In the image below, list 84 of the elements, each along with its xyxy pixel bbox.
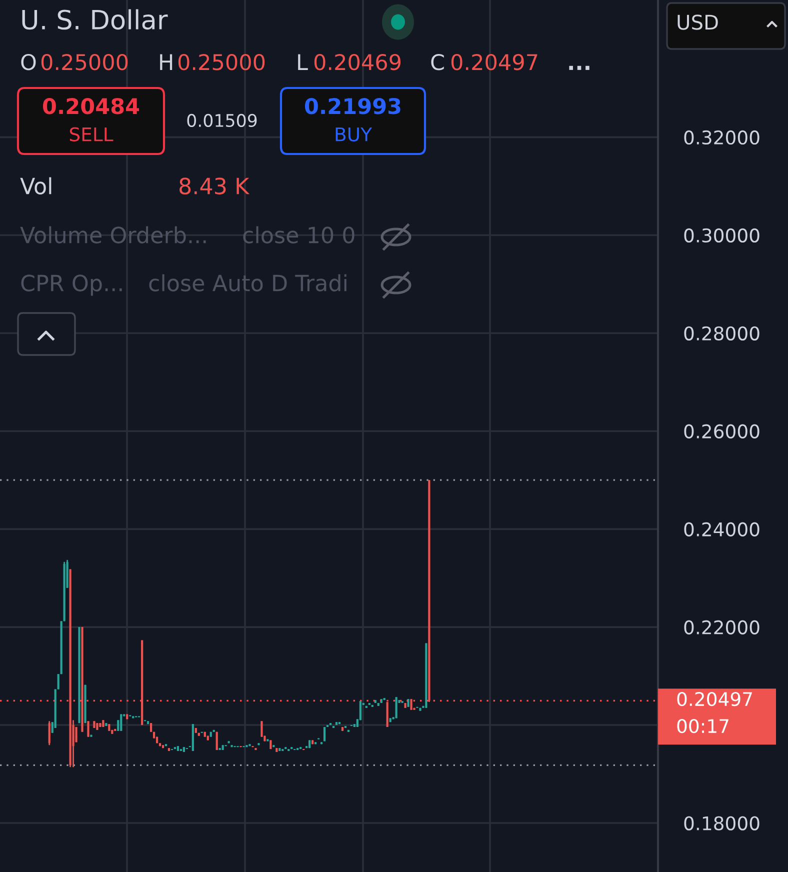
- annotation: 0.25000: [178, 54, 265, 70]
- text: USD: [678, 14, 718, 30]
- candlestick: [222, 744, 224, 751]
- candlestick: [419, 707, 422, 712]
- annotation: 0.20484: [43, 98, 140, 114]
- candlestick: [368, 702, 370, 706]
- y-tick-label: 0.22000: [684, 620, 760, 634]
- y-tick-label: 0.18000: [684, 816, 760, 830]
- candlestick: [407, 698, 410, 708]
- candlestick: [288, 748, 290, 752]
- annotation: L: [298, 54, 308, 70]
- annotation: H: [160, 54, 172, 70]
- annotation: BUY: [336, 128, 372, 142]
- candlestick: [270, 740, 272, 750]
- annotation: 0.21993: [305, 98, 400, 114]
- candlestick: [218, 747, 221, 751]
- candlestick: [96, 722, 98, 731]
- candlestick: [194, 727, 197, 734]
- candlestick: [353, 723, 356, 728]
- candlestick: [254, 747, 257, 751]
- y-tick-label: 0.24000: [684, 522, 760, 536]
- candlestick: [276, 747, 278, 753]
- candlestick: [246, 744, 248, 748]
- candlestick: [377, 702, 380, 707]
- candlestick: [93, 720, 96, 729]
- annotation: O: [21, 54, 36, 70]
- chart-title: U. S. Dollar: [22, 9, 168, 30]
- candlestick: [212, 729, 215, 733]
- annotation: 0.20469: [314, 54, 401, 70]
- candlestick: [401, 700, 404, 704]
- candlestick: [105, 722, 108, 727]
- candlestick: [272, 744, 275, 748]
- annotation: 0.20497: [451, 54, 538, 70]
- candlestick: [323, 726, 326, 742]
- annotation: Vol: [20, 177, 52, 194]
- candlestick: [282, 748, 284, 752]
- y-tick-label: 0.32000: [684, 130, 760, 145]
- candlestick: [206, 735, 209, 741]
- annotation: CPR Op...: [21, 274, 122, 296]
- candlestick: [228, 740, 230, 744]
- candlestick: [308, 740, 311, 749]
- y-tick-label: 0.26000: [684, 424, 760, 438]
- annotation: 8.43 K: [180, 178, 250, 194]
- y-tick-label: 0.30000: [684, 228, 760, 243]
- candlestick: [84, 684, 86, 724]
- y-tick-label: 0.28000: [684, 326, 760, 341]
- candlestick: [389, 717, 392, 723]
- candlestick: [198, 732, 200, 737]
- candlestick: [404, 702, 406, 709]
- annotation: close Auto D Tradi: [149, 274, 346, 292]
- annotation: 0.25000: [41, 54, 128, 70]
- candlestick: [248, 743, 251, 747]
- annotation: C: [431, 54, 444, 70]
- candlestick: [99, 722, 102, 728]
- candlestick: [266, 738, 269, 742]
- candlestick: [87, 720, 90, 738]
- candlestick: [258, 742, 260, 746]
- ref-line-label: 0.20497: [677, 692, 752, 706]
- annotation: close 10 0: [243, 226, 354, 244]
- candlestick: [284, 746, 287, 750]
- candlestick: [278, 747, 281, 752]
- text: 00:17: [677, 718, 728, 734]
- candlestick: [383, 697, 386, 701]
- candlestick: [114, 728, 116, 732]
- candlestick: [108, 723, 110, 732]
- candlestick: [78, 626, 80, 724]
- candlestick: [182, 746, 185, 753]
- candlestick: [365, 705, 368, 709]
- annotation: ...: [569, 66, 590, 70]
- candlestick: [296, 747, 299, 751]
- candlestick: [210, 731, 212, 738]
- candlestick: [371, 704, 374, 708]
- annotation: 0.01509: [187, 114, 257, 128]
- candlestick: [300, 746, 302, 750]
- candlestick: [90, 734, 92, 738]
- annotation: SELL: [70, 127, 114, 142]
- candlestick: [204, 731, 206, 738]
- candlestick: [290, 746, 293, 750]
- candlestick: [132, 716, 134, 719]
- annotation: Volume Orderb...: [20, 226, 206, 244]
- candlestick: [380, 698, 382, 704]
- candlestick: [347, 729, 350, 733]
- candlestick: [230, 744, 233, 748]
- candlestick: [126, 714, 128, 720]
